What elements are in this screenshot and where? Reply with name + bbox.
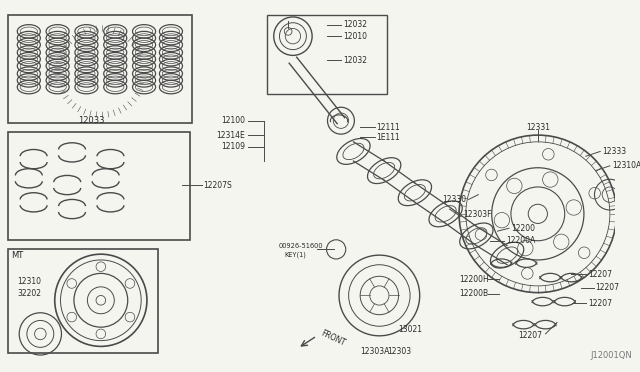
- Bar: [8, 15, 192, 123]
- Text: 12207: 12207: [518, 331, 543, 340]
- Ellipse shape: [429, 201, 462, 227]
- Text: 12200: 12200: [511, 224, 535, 233]
- Ellipse shape: [337, 138, 370, 164]
- Text: 12032: 12032: [343, 20, 367, 29]
- Text: 12314E: 12314E: [216, 131, 245, 140]
- Text: 12200A: 12200A: [506, 236, 536, 245]
- Text: 12010: 12010: [343, 32, 367, 41]
- Text: 12200B: 12200B: [459, 289, 488, 298]
- Text: 12111: 12111: [376, 123, 400, 132]
- Ellipse shape: [367, 158, 401, 183]
- Text: 13021: 13021: [399, 325, 422, 334]
- Text: 12331: 12331: [526, 123, 550, 132]
- Bar: [267, 15, 387, 94]
- Text: MT: MT: [12, 251, 24, 260]
- Bar: [8, 249, 159, 353]
- Text: 12207: 12207: [588, 270, 612, 279]
- Text: 12310: 12310: [17, 276, 42, 286]
- Text: 12333: 12333: [602, 147, 627, 156]
- Text: 1E111: 1E111: [376, 132, 400, 141]
- Text: 12100: 12100: [221, 116, 245, 125]
- Text: 12032: 12032: [343, 56, 367, 65]
- Text: J12001QN: J12001QN: [591, 350, 632, 359]
- Text: 12207S: 12207S: [204, 180, 232, 190]
- Text: 12033: 12033: [78, 116, 104, 125]
- Text: 12207: 12207: [588, 299, 612, 308]
- Text: 12303F: 12303F: [463, 210, 492, 219]
- Text: 32202: 32202: [17, 289, 42, 298]
- Text: 12207: 12207: [595, 283, 620, 292]
- Text: KEY(1): KEY(1): [284, 252, 306, 259]
- Ellipse shape: [398, 180, 431, 206]
- Text: 12310A: 12310A: [612, 161, 640, 170]
- Ellipse shape: [490, 242, 524, 268]
- Text: 12303A: 12303A: [360, 347, 390, 356]
- Text: FRONT: FRONT: [320, 329, 347, 348]
- Ellipse shape: [460, 223, 493, 249]
- Bar: [8, 132, 190, 240]
- Text: 12109: 12109: [221, 142, 245, 151]
- Text: 00926-51600: 00926-51600: [278, 243, 323, 248]
- Text: 12330: 12330: [442, 195, 466, 204]
- Text: 12303: 12303: [387, 347, 411, 356]
- Text: 12200H: 12200H: [459, 275, 489, 284]
